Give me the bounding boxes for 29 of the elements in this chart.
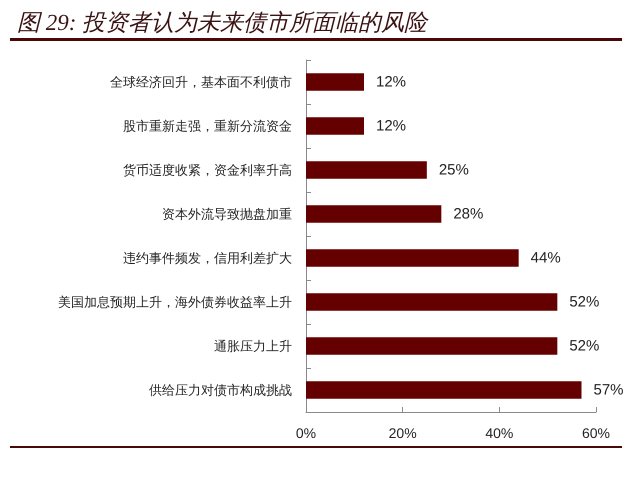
data-label: 52% (569, 338, 600, 354)
bar (306, 117, 364, 135)
bar (306, 73, 364, 91)
y-tick-label: 全球经济回升，基本面不利债市 (110, 74, 292, 90)
data-label: 12% (376, 118, 406, 134)
bar (306, 293, 558, 311)
bar (306, 381, 582, 399)
bar (306, 249, 519, 267)
data-label: 57% (594, 382, 624, 398)
x-tick-label: 40% (485, 425, 514, 441)
bar (306, 205, 442, 223)
chart-title: 图 29: 投资者认为未来债市所面临的风险 (17, 10, 430, 35)
x-tick-label: 20% (388, 425, 417, 441)
y-tick-label: 供给压力对债市构成挑战 (149, 382, 292, 398)
y-tick-label: 违约事件频发，信用利差扩大 (123, 250, 292, 266)
data-label: 44% (530, 250, 561, 266)
data-label: 52% (569, 294, 600, 310)
bar (306, 161, 427, 179)
x-tick-label: 60% (582, 425, 610, 441)
x-tick-label: 0% (296, 425, 316, 441)
y-tick-label: 通胀压力上升 (214, 338, 292, 354)
data-label: 25% (438, 162, 469, 178)
data-label: 28% (453, 206, 484, 222)
y-tick-label: 股市重新走强，重新分流资金 (123, 118, 292, 134)
bar (306, 337, 558, 355)
y-tick-label: 美国加息预期上升，海外债券收益率上升 (58, 294, 292, 310)
data-label: 12% (376, 74, 406, 90)
y-tick-label: 资本外流导致抛盘加重 (162, 206, 292, 222)
y-tick-label: 货币适度收紧，资金利率升高 (123, 162, 292, 178)
